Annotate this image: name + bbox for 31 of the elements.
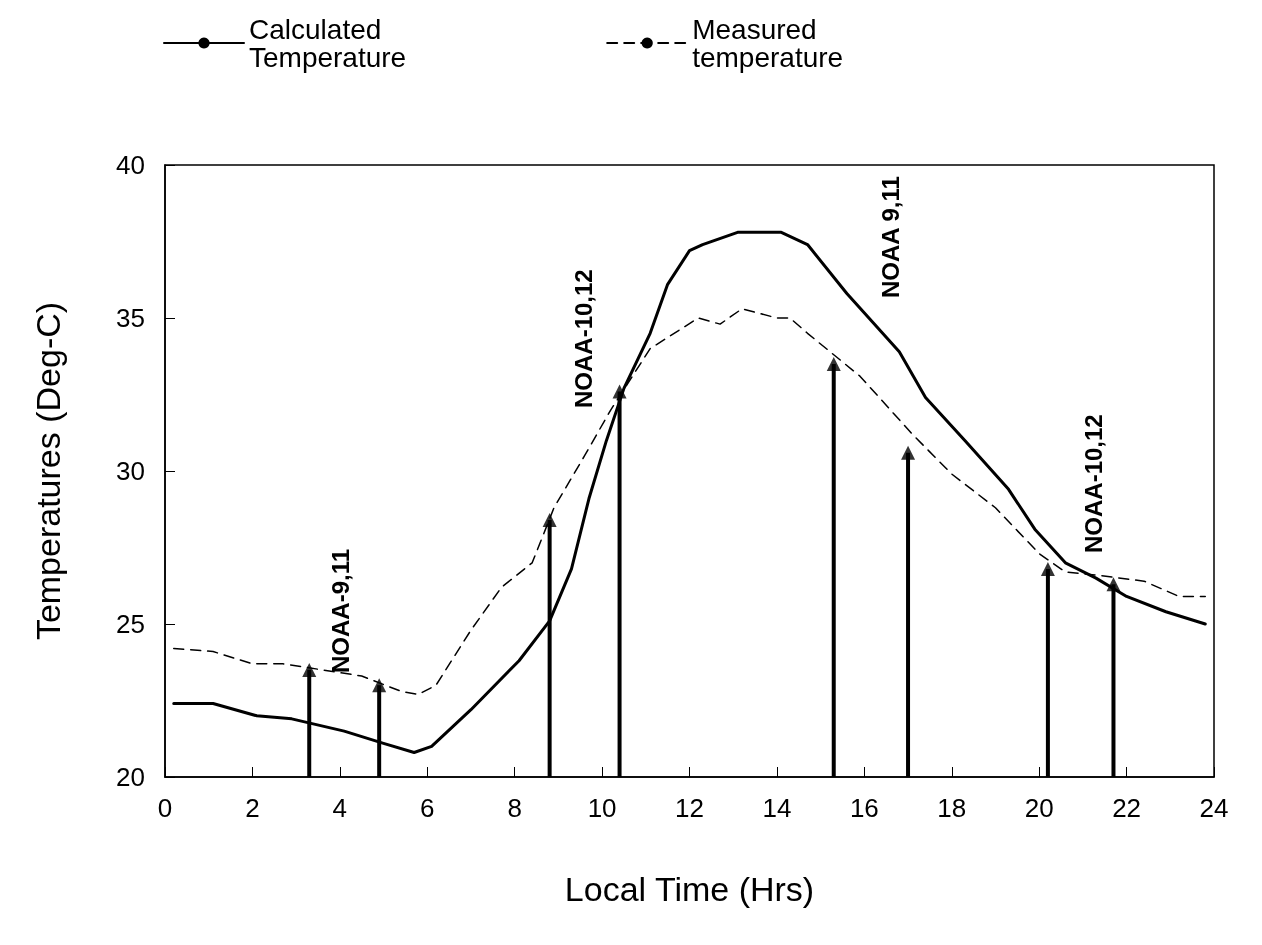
annotation: NOAA-9,11 [326, 548, 354, 673]
point [901, 445, 916, 460]
annotation: NOAA-10,12 [569, 269, 597, 408]
legend-label: Calculated Temperature [249, 13, 407, 73]
x-tick-label: 10 [587, 793, 617, 823]
x-axis-title: Local Time (Hrs) [564, 870, 815, 908]
y-tick-label: 35 [116, 303, 145, 333]
annotation: NOAA 9,11 [876, 176, 904, 298]
x-tick-label: 4 [332, 793, 348, 823]
x-tick-label: 8 [507, 793, 522, 823]
point [1040, 561, 1055, 576]
point [542, 512, 557, 527]
x-tick-label: 2 [245, 793, 260, 823]
y-tick-label: 40 [116, 150, 145, 180]
legend-label: Measured temperature [692, 13, 844, 73]
y-tick-label: 30 [116, 456, 145, 486]
x-tick-label: 20 [1024, 793, 1054, 823]
point [826, 356, 841, 371]
point [302, 662, 317, 677]
y-tick-label: 20 [116, 762, 145, 792]
y-axis-title: Temperatures (Deg-C) [29, 301, 67, 641]
x-tick-label: 12 [675, 793, 704, 823]
x-tick-label: 22 [1112, 793, 1142, 823]
x-tick-label: 16 [849, 793, 879, 823]
x-tick-label: 0 [157, 793, 173, 823]
y-tick-label: 25 [116, 609, 145, 639]
x-tick-label: 24 [1199, 793, 1229, 823]
x-tick-label: 14 [762, 793, 792, 823]
annotation: NOAA-10,12 [1079, 414, 1107, 553]
x-tick-label: 18 [937, 793, 967, 823]
x-tick-label: 6 [420, 793, 435, 823]
